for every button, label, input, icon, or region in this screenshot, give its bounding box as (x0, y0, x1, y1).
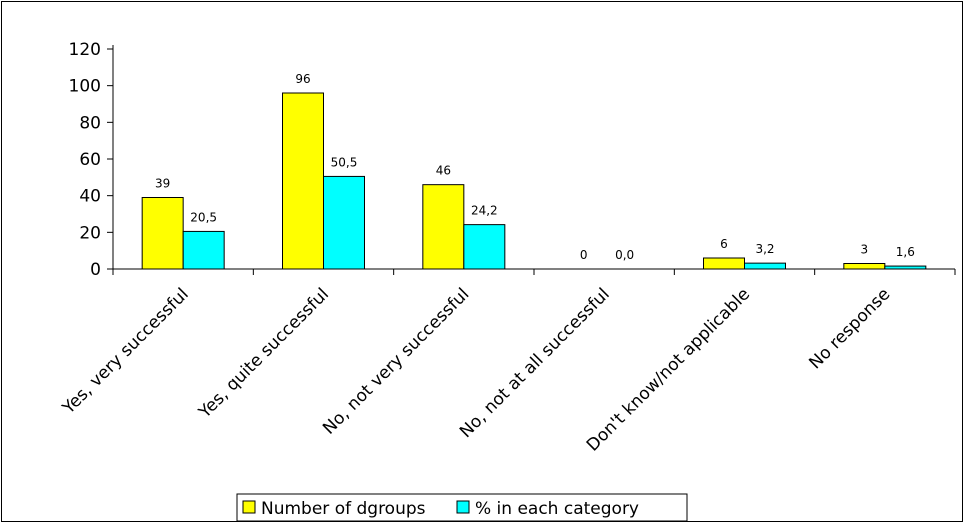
bar-dgroups (703, 257, 745, 270)
data-label: 24,2 (471, 204, 498, 218)
bar-percent (884, 265, 927, 270)
bar-percent (323, 175, 365, 270)
data-label: 0 (580, 248, 588, 262)
data-label: 46 (436, 164, 451, 178)
legend-label: Number of dgroups (261, 499, 426, 519)
data-label: 0,0 (615, 248, 634, 262)
data-label: 39 (155, 177, 170, 191)
legend-swatch (456, 500, 470, 514)
bar-dgroups (141, 197, 184, 270)
data-label: 1,6 (896, 245, 915, 259)
y-tick-label: 20 (79, 223, 101, 243)
y-tick-label: 40 (79, 187, 101, 207)
bar-percent (463, 224, 506, 270)
data-label: 20,5 (190, 210, 217, 224)
bar-dgroups (282, 92, 324, 270)
data-label: 3,2 (755, 242, 774, 256)
data-label: 3 (861, 243, 869, 257)
y-tick-label: 120 (69, 40, 101, 60)
legend-label: % in each category (475, 499, 639, 519)
data-label: 6 (720, 237, 728, 251)
y-tick-label: 0 (90, 260, 101, 280)
bar-percent (182, 230, 225, 270)
data-label: 50,5 (331, 155, 358, 169)
legend-swatch (242, 500, 256, 514)
y-tick-label: 60 (79, 150, 101, 170)
y-tick-label: 80 (79, 113, 101, 133)
y-tick-label: 100 (69, 77, 101, 97)
bar-dgroups (422, 184, 465, 270)
data-label: 96 (295, 72, 310, 86)
bar-percent (744, 262, 786, 270)
bar-dgroups (843, 263, 886, 270)
